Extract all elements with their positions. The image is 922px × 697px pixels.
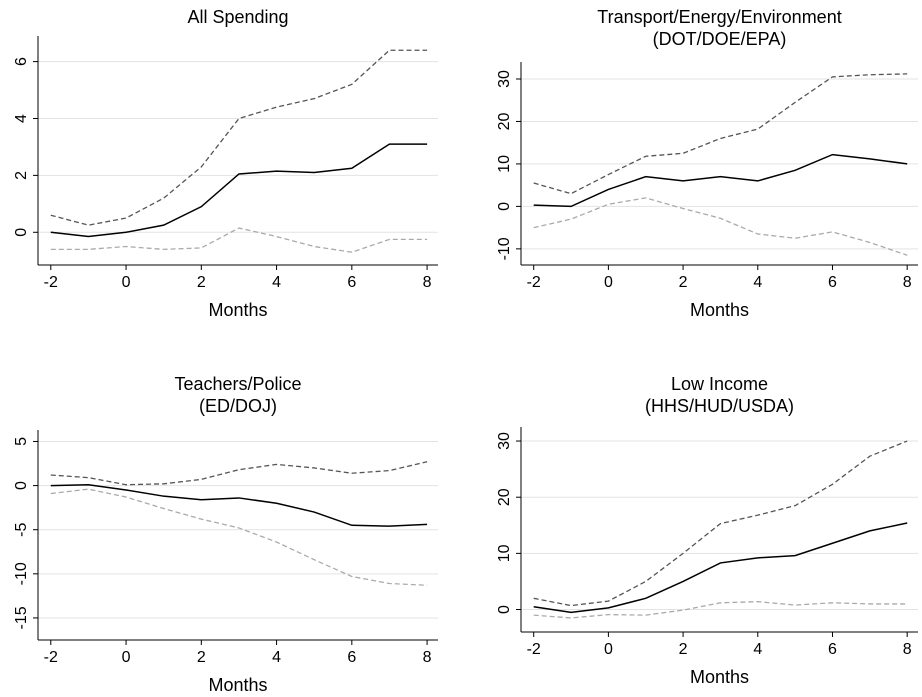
series-line [533,73,908,195]
x-tick-label: 0 [604,274,613,291]
x-tick-label: 2 [197,649,206,666]
y-tick-label: 10 [496,544,513,562]
y-tick-label: 4 [13,114,30,123]
series-line [50,488,428,586]
y-tick-label: 30 [496,432,513,450]
y-tick-label: -5 [13,522,30,536]
x-tick-label: -2 [527,641,541,658]
x-tick-label: 2 [679,274,688,291]
panel-title: Low Income [671,374,768,394]
panel-title: Transport/Energy/Environment [597,7,841,27]
series-line [533,522,908,614]
x-axis-label: Months [208,675,267,692]
panel-title: (ED/DOJ) [199,396,277,416]
x-tick-label: 0 [122,274,131,291]
y-tick-label: 0 [13,481,30,490]
y-tick-label: -10 [13,562,30,585]
x-axis-label: Months [208,300,267,320]
y-tick-label: 0 [13,228,30,237]
series-line [533,601,908,619]
panel-title: Teachers/Police [174,374,301,394]
x-tick-label: 8 [423,274,432,291]
series-line [533,440,908,607]
x-tick-label: 2 [197,274,206,291]
x-tick-label: -2 [527,274,541,291]
series-line [50,49,428,226]
x-tick-label: 4 [753,641,762,658]
x-tick-label: 6 [347,649,356,666]
y-tick-label: 6 [13,57,30,66]
y-tick-label: 0 [496,605,513,614]
series-line [533,197,908,256]
x-tick-label: -2 [44,274,58,291]
x-axis-label: Months [690,667,749,687]
x-tick-label: 6 [347,274,356,291]
x-axis-label: Months [690,300,749,320]
series-line [50,461,428,486]
x-tick-label: 4 [272,274,281,291]
x-tick-label: 4 [753,274,762,291]
y-tick-label: -10 [496,237,513,260]
series-line [50,143,428,238]
x-tick-label: 6 [828,274,837,291]
y-tick-label: 20 [496,112,513,130]
x-tick-label: 0 [604,641,613,658]
series-line [533,153,908,208]
y-tick-label: 5 [13,437,30,446]
x-tick-label: 2 [679,641,688,658]
x-tick-label: 8 [903,274,912,291]
x-tick-label: -2 [44,649,58,666]
y-tick-label: 2 [13,171,30,180]
panel-title: (DOT/DOE/EPA) [653,29,787,49]
y-tick-label: -15 [13,606,30,629]
y-tick-label: 30 [496,70,513,88]
y-tick-label: 0 [496,202,513,211]
x-tick-label: 6 [828,641,837,658]
x-tick-label: 8 [423,649,432,666]
panel-title: (HHS/HUD/USDA) [645,396,794,416]
y-tick-label: 10 [496,155,513,173]
panel-title: All Spending [187,7,288,27]
x-tick-label: 0 [122,649,131,666]
y-tick-label: 20 [496,488,513,506]
series-line [50,227,428,253]
x-tick-label: 4 [272,649,281,666]
series-line [50,483,428,527]
x-tick-label: 8 [903,641,912,658]
